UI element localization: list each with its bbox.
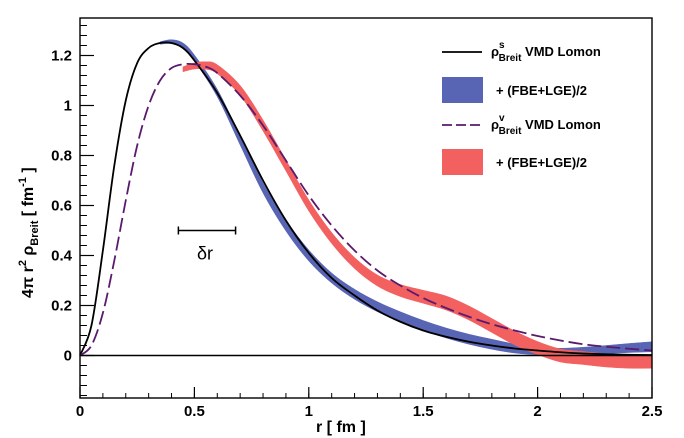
- legend-symbol: ρ: [491, 44, 499, 59]
- axis-ticks: [79, 25, 653, 398]
- delta-r-label: δr: [197, 244, 213, 264]
- y-axis-title-prefix: 4π r: [20, 266, 37, 298]
- y-axis-title-unit-sup: -1: [17, 177, 29, 187]
- y-tick-label: 0: [64, 348, 72, 365]
- x-tick-label: 1.5: [413, 403, 434, 420]
- plot-frame: [79, 17, 653, 399]
- y-axis-title-unit: [ fm: [20, 187, 37, 221]
- legend-symbol: ρ: [491, 117, 499, 132]
- x-tick-label: 2.5: [642, 403, 663, 420]
- y-axis-title: 4π r2 ρBreit [ fm-1 ]: [17, 167, 41, 298]
- legend-label-vector_band: + (FBE+LGE)/2: [496, 155, 587, 170]
- y-tick-label: 1: [64, 98, 72, 115]
- x-tick-label: 1: [305, 403, 313, 420]
- y-axis-title-close: ]: [20, 167, 37, 177]
- legend-swatch-vector_band: [442, 149, 483, 175]
- y-tick-label: 0.4: [51, 248, 73, 265]
- legend-label-scalar_vmd: ρs Breit VMD Lomon: [491, 40, 601, 64]
- x-axis-title: r [ fm ]: [316, 419, 366, 436]
- legend-subscript: Breit: [499, 126, 522, 137]
- series-lines: [79, 41, 653, 357]
- line-scalar_vmd: [79, 41, 653, 356]
- legend-subscript: Breit: [499, 53, 522, 64]
- y-tick-label: 1.2: [51, 48, 72, 65]
- legend-label-vector_vmd: ρv Breit VMD Lomon: [491, 113, 601, 137]
- legend-superscript: v: [499, 113, 505, 124]
- axis-tick-labels: 0 0.5 1 1.5 2 2.5 0 0.2 0.4 0.6 0.8 1 1.2: [51, 48, 662, 421]
- legend: ρs Breit VMD Lomon+ (FBE+LGE)/2ρv Breit VM…: [442, 40, 601, 175]
- legend-superscript: s: [499, 40, 505, 51]
- legend-text: VMD Lomon: [521, 44, 600, 59]
- y-axis-title-sub: Breit: [29, 220, 41, 245]
- legend-text: VMD Lomon: [521, 117, 600, 132]
- y-tick-label: 0.8: [51, 148, 72, 165]
- legend-label-scalar_band: + (FBE+LGE)/2: [496, 83, 587, 98]
- legend-swatch-scalar_band: [442, 77, 483, 103]
- x-tick-label: 0.5: [184, 403, 205, 420]
- x-tick-label: 2: [533, 403, 541, 420]
- y-axis-title-rho: ρ: [20, 246, 37, 260]
- line-vector_vmd: [79, 62, 653, 357]
- delta-r-annotation: δr: [177, 226, 237, 264]
- y-axis-title-sup: 2: [17, 260, 29, 266]
- y-tick-label: 0.2: [51, 298, 72, 315]
- x-tick-label: 0: [76, 403, 84, 420]
- y-tick-label: 0.6: [51, 198, 72, 215]
